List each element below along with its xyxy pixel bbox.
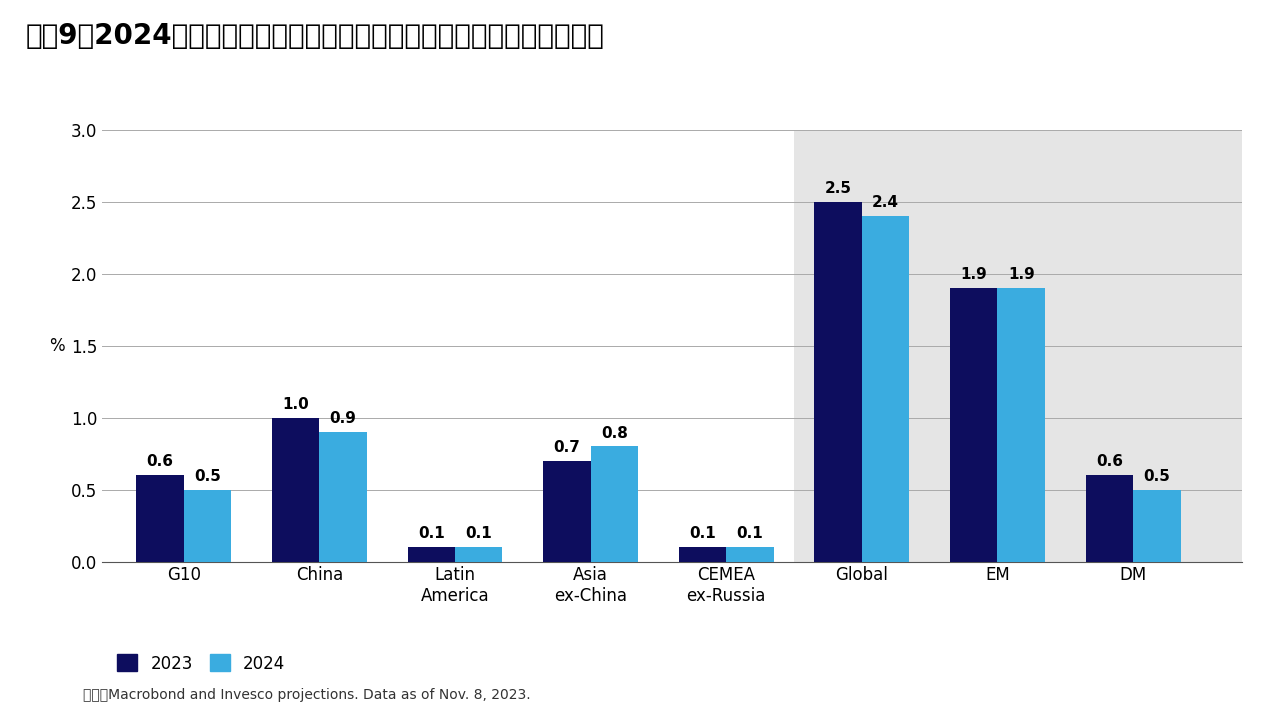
Legend: 2023, 2024: 2023, 2024 [111,648,292,679]
Text: 図表9：2024年、新興国の成長は横ばい、先進国の成長は軟化の見通し: 図表9：2024年、新興国の成長は横ばい、先進国の成長は軟化の見通し [26,22,604,50]
Y-axis label: %: % [50,337,65,355]
Text: 1.9: 1.9 [960,267,987,282]
Text: 1.9: 1.9 [1007,267,1034,282]
Bar [543,461,590,562]
Bar [950,288,997,562]
Bar [814,202,861,562]
Bar [184,490,232,562]
Text: 0.1: 0.1 [736,526,763,541]
Bar [997,288,1044,562]
Bar [678,547,726,562]
Text: 2.4: 2.4 [872,195,899,210]
Bar [726,547,773,562]
Bar [1133,490,1180,562]
Bar [794,130,1242,562]
Bar [320,432,367,562]
Bar [271,418,320,562]
Text: 0.5: 0.5 [195,469,221,484]
Bar [454,547,503,562]
Text: 0.1: 0.1 [466,526,492,541]
Bar [407,547,454,562]
Text: 0.7: 0.7 [553,440,580,455]
Bar [590,446,639,562]
Text: 0.5: 0.5 [1143,469,1170,484]
Text: 0.1: 0.1 [417,526,444,541]
Text: 0.8: 0.8 [600,426,627,441]
Bar [136,475,184,562]
Text: 0.1: 0.1 [689,526,716,541]
Text: 0.9: 0.9 [330,411,357,426]
Text: 1.0: 1.0 [283,397,308,412]
Text: 出所：Macrobond and Invesco projections. Data as of Nov. 8, 2023.: 出所：Macrobond and Invesco projections. Da… [83,688,531,702]
Bar [861,216,909,562]
Bar [1085,475,1133,562]
Text: 2.5: 2.5 [824,181,851,196]
Text: 0.6: 0.6 [146,454,174,469]
Text: 0.6: 0.6 [1096,454,1123,469]
